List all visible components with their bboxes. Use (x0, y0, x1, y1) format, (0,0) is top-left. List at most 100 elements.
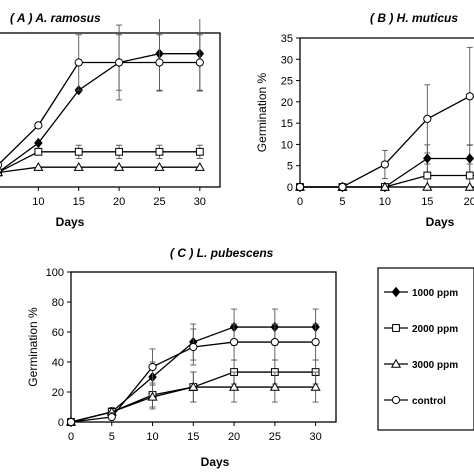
x-tick-label: 5 (109, 431, 115, 443)
legend-item-1000-ppm: 1000 ppm (384, 286, 458, 299)
data-point-control (107, 412, 116, 422)
data-point-control (148, 362, 157, 372)
y-tick-label: 100 (46, 267, 64, 279)
data-point-3000-ppm (114, 161, 125, 171)
plot-area (0, 19, 205, 177)
series-control (295, 46, 474, 192)
legend: 1000 ppm 2000 ppm 3000 ppm control (377, 267, 474, 431)
x-tick-label: 0 (297, 196, 303, 208)
data-point-1000-ppm (34, 137, 43, 149)
x-tick-label: 15 (187, 431, 199, 443)
legend-item-2000-ppm: 2000 ppm (384, 324, 458, 335)
data-point-2000-ppm (423, 171, 432, 180)
data-point-3000-ppm (422, 181, 433, 191)
data-point-3000-ppm (33, 161, 44, 171)
chart-panel-b: 0 5 10 15 20 0 5 10 15 20 25 30 35 ( B ) H. muticus Da… (255, 11, 474, 229)
data-point-control (380, 160, 389, 169)
y-axis-label: Germination % (26, 307, 40, 387)
series-3000-ppm (0, 161, 205, 177)
y-tick-label: 20 (281, 97, 293, 109)
y-tick-label: 5 (287, 161, 293, 173)
data-point-2000-ppm (115, 147, 123, 156)
y-axis-label: Germination % (255, 72, 269, 152)
legend-marker-2000-ppm (392, 324, 400, 332)
data-point-control (195, 58, 204, 67)
series-control (66, 323, 320, 427)
x-tick-label: 0 (68, 431, 74, 443)
data-point-3000-ppm (229, 381, 240, 391)
legend-marker-1000-ppm (391, 286, 401, 298)
series-line-control (0, 61, 200, 164)
x-tick-label: 30 (309, 431, 321, 443)
data-point-3000-ppm (379, 181, 390, 191)
series-3000-ppm (65, 371, 321, 426)
plot-frame (0, 32, 221, 188)
data-point-2000-ppm (155, 147, 164, 156)
series-line-control (300, 95, 474, 188)
y-tick-label: 0 (58, 417, 64, 429)
data-point-control (229, 337, 239, 347)
chart-title: ( A ) A. ramosus (10, 11, 101, 25)
legend-label: 3000 ppm (412, 360, 458, 371)
y-tick-label: 10 (281, 139, 293, 151)
legend-marker-control (391, 395, 401, 405)
plot-area (65, 308, 321, 428)
y-tick-label: 15 (281, 118, 293, 130)
y-tick-label: 25 (281, 76, 293, 88)
legend-label: 1000 ppm (412, 288, 458, 299)
data-point-control (270, 337, 279, 347)
data-point-control (34, 121, 43, 130)
data-point-2000-ppm (74, 147, 83, 156)
x-tick-label: 20 (113, 196, 125, 208)
x-tick-label: 10 (379, 196, 391, 208)
plot-area (294, 46, 474, 193)
y-tick-label: 40 (52, 357, 64, 369)
series-line-1000-ppm (0, 53, 200, 172)
data-point-3000-ppm (194, 161, 205, 171)
data-point-control (155, 58, 164, 67)
data-point-control (189, 342, 198, 352)
data-point-control (423, 114, 432, 123)
data-point-3000-ppm (73, 161, 84, 171)
chart-title: ( B ) H. muticus (370, 11, 458, 25)
x-tick-label: 10 (146, 431, 158, 443)
data-point-3000-ppm (147, 391, 158, 401)
data-point-3000-ppm (188, 381, 199, 391)
data-point-control (338, 182, 347, 192)
legend-item-control: control (384, 395, 446, 407)
data-point-3000-ppm (269, 381, 280, 391)
y-tick-label: 80 (52, 297, 64, 309)
series-1000-ppm (66, 308, 320, 428)
y-tick-label: 60 (52, 327, 64, 339)
x-tick-label: 5 (339, 196, 345, 208)
legend-marker-3000-ppm (390, 358, 402, 368)
chart-panel-c: 0 5 10 15 20 25 30 0 20 40 60 80 100 ( C ) L. pubesce… (26, 246, 337, 469)
x-axis-label: Days (426, 215, 455, 229)
legend-item-3000-ppm: 3000 ppm (384, 358, 458, 371)
data-point-control (74, 58, 83, 67)
series-2000-ppm (0, 144, 204, 177)
data-point-3000-ppm (0, 170, 4, 177)
data-point-control (0, 161, 3, 169)
series-line-3000-ppm (0, 166, 200, 173)
y-tick-label: 35 (281, 33, 293, 45)
plot-frame (70, 271, 337, 423)
series-control (0, 34, 204, 169)
x-tick-label: 15 (73, 196, 85, 208)
data-point-control (66, 417, 76, 427)
chart-title: ( C ) L. pubescens (170, 246, 274, 260)
y-tick-label: 0 (287, 182, 293, 194)
data-point-3000-ppm (464, 181, 474, 191)
data-point-2000-ppm (465, 171, 474, 180)
legend-label: control (412, 396, 446, 407)
legend-label: 2000 ppm (412, 324, 458, 335)
series-1000-ppm (0, 19, 205, 176)
x-tick-label: 25 (153, 196, 165, 208)
x-tick-label: 25 (269, 431, 281, 443)
x-tick-label: 30 (194, 196, 206, 208)
y-tick-label: 20 (52, 387, 64, 399)
series-line-2000-ppm (0, 151, 200, 173)
data-point-control (295, 182, 305, 192)
x-tick-label: 20 (464, 196, 474, 208)
